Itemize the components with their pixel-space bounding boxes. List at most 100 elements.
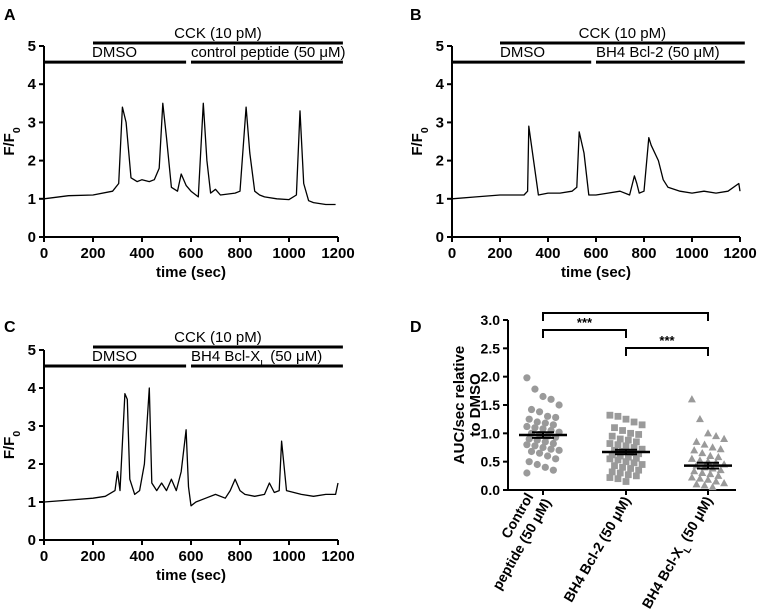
data-point [712, 431, 721, 440]
y-tick-label: 0 [436, 229, 444, 246]
data-point [606, 440, 614, 447]
data-point [606, 474, 614, 481]
data-point [690, 446, 699, 454]
data-point [716, 465, 725, 474]
calcium-trace [43, 102, 336, 206]
data-point [695, 474, 704, 482]
x-tick-label: 800 [227, 245, 252, 262]
y-tick-label: 2 [436, 153, 444, 170]
y-axis-label: F/F0 [1, 127, 23, 156]
data-point [638, 461, 646, 468]
data-point [531, 442, 539, 450]
data-point [527, 405, 536, 414]
y-tick-label: 3 [436, 114, 444, 131]
data-point [714, 471, 723, 479]
data-point [714, 452, 723, 461]
x-axis-label: time (sec) [156, 567, 226, 584]
data-point [624, 436, 632, 444]
data-point [549, 421, 557, 429]
y-axis-label: to DMSO [467, 373, 484, 437]
data-point [698, 468, 707, 476]
treatment-label: DMSO [500, 44, 545, 61]
data-point [720, 434, 729, 442]
x-axis-label: time (sec) [561, 264, 631, 281]
data-point [533, 460, 541, 469]
category-label: BH4 Bcl-XL (50 μM) [638, 494, 720, 614]
treatment-label: CCK (10 pM) [174, 329, 262, 346]
data-point [549, 439, 557, 448]
y-tick-label: 2.0 [481, 369, 501, 385]
treatment-label: CCK (10 pM) [174, 25, 262, 42]
y-tick-label: 2 [28, 153, 36, 170]
data-point [541, 419, 549, 427]
y-tick-label: 5 [28, 342, 36, 359]
data-point [687, 395, 696, 403]
panel-D: 0.0 0.5 1.0 1.5 2.0 2.5 3.0 AUC/sec relative to … [451, 312, 736, 614]
x-tick-label: 400 [535, 245, 560, 262]
data-point [695, 456, 704, 464]
panel-letter-C: C [4, 319, 16, 336]
x-tick-label: 1200 [321, 548, 354, 565]
data-point [635, 466, 643, 474]
data-point [687, 454, 696, 462]
x-tick-label: 1000 [675, 245, 708, 262]
data-point [720, 479, 729, 487]
data-point [687, 473, 696, 481]
x-tick-label: 600 [178, 548, 203, 565]
data-point [704, 429, 712, 437]
data-point [523, 422, 531, 431]
y-tick-label: 3.0 [481, 312, 501, 328]
data-point [539, 392, 547, 401]
y-tick-label: 0.5 [481, 454, 501, 470]
data-point [606, 411, 614, 419]
data-point [708, 482, 717, 491]
data-point [531, 385, 539, 393]
data-point [608, 451, 616, 459]
data-point [632, 472, 640, 480]
data-point [535, 408, 544, 416]
data-point [630, 444, 638, 451]
data-point [619, 427, 626, 434]
data-point [706, 469, 715, 478]
data-point [527, 447, 536, 456]
significance-bracket [542, 329, 627, 338]
y-tick-label: 3 [28, 418, 36, 435]
data-point [544, 452, 552, 460]
y-tick-label: 1.5 [481, 397, 501, 413]
data-point [692, 437, 701, 445]
data-point [622, 458, 630, 466]
data-point [523, 374, 531, 382]
x-tick-label: 400 [129, 245, 154, 262]
panel-C: 0 1 2 3 4 5 0 200 400 600 800 1000 1200 time (sec) F/F… [1, 329, 355, 584]
treatment-label: CCK (10 pM) [579, 25, 667, 42]
data-point [611, 446, 618, 454]
data-point [525, 458, 533, 466]
data-point [611, 424, 618, 432]
data-point [635, 450, 643, 458]
y-axis-label: F/F0 [1, 431, 23, 460]
data-point [700, 440, 709, 448]
category-label: BH4 Bcl-2 (50 μM) [560, 494, 633, 605]
y-tick-label: 5 [28, 38, 36, 55]
calcium-trace [43, 387, 339, 507]
significance-label: *** [577, 315, 593, 330]
x-tick-label: 200 [80, 245, 105, 262]
data-point [555, 446, 563, 454]
data-point [614, 412, 622, 420]
data-point [614, 441, 622, 449]
y-tick-label: 1 [28, 494, 36, 511]
data-point [622, 478, 630, 485]
data-point [614, 475, 622, 483]
significance-bracket [542, 312, 709, 321]
y-tick-label: 2.5 [481, 340, 501, 356]
data-point [632, 454, 640, 462]
x-tick-label: 1000 [272, 548, 305, 565]
data-point [716, 445, 725, 453]
data-point [523, 469, 531, 477]
data-point [547, 445, 555, 453]
data-point [632, 438, 640, 446]
x-tick-label: 1000 [272, 245, 305, 262]
data-point [611, 462, 618, 470]
data-point [539, 425, 547, 433]
x-tick-label: 600 [178, 245, 203, 262]
